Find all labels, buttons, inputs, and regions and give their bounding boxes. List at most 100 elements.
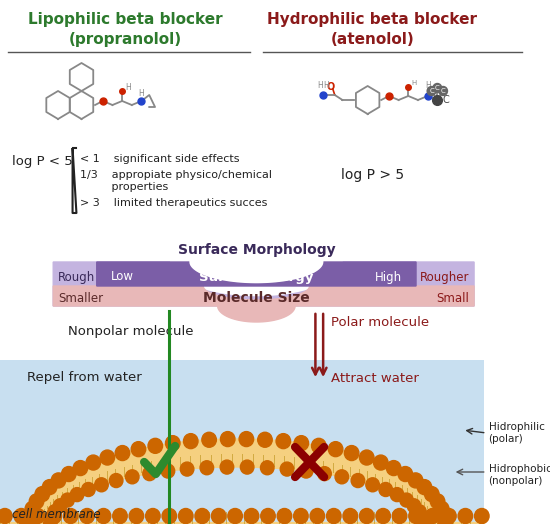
Circle shape <box>22 517 36 524</box>
Circle shape <box>328 442 343 456</box>
Circle shape <box>96 508 111 523</box>
Circle shape <box>434 501 449 516</box>
Circle shape <box>240 460 254 474</box>
Circle shape <box>129 508 144 523</box>
Circle shape <box>311 439 326 453</box>
Circle shape <box>261 461 274 475</box>
Circle shape <box>379 483 393 497</box>
Text: Molecule Size: Molecule Size <box>203 291 310 305</box>
Text: < 1    significant side effects: < 1 significant side effects <box>80 154 240 164</box>
Circle shape <box>30 508 45 523</box>
Circle shape <box>162 508 177 523</box>
Circle shape <box>221 432 235 446</box>
Circle shape <box>351 474 365 487</box>
Circle shape <box>437 509 452 524</box>
Bar <box>0 360 484 524</box>
Text: Surface Morphology: Surface Morphology <box>178 243 335 257</box>
Text: log P < 5: log P < 5 <box>12 156 73 169</box>
Circle shape <box>81 483 95 497</box>
Circle shape <box>161 464 175 478</box>
Circle shape <box>376 508 390 523</box>
Circle shape <box>125 470 139 484</box>
Circle shape <box>45 511 58 524</box>
Text: H: H <box>411 80 416 86</box>
Circle shape <box>310 508 324 523</box>
Circle shape <box>430 494 445 509</box>
Circle shape <box>184 434 198 449</box>
Circle shape <box>70 488 84 501</box>
Polygon shape <box>53 262 474 306</box>
Text: H: H <box>323 81 329 90</box>
Text: cell membrane: cell membrane <box>12 508 100 520</box>
Circle shape <box>239 432 254 446</box>
Circle shape <box>427 86 436 95</box>
Circle shape <box>327 508 341 523</box>
Polygon shape <box>97 262 416 286</box>
Text: Rougher: Rougher <box>420 270 469 283</box>
Circle shape <box>62 466 76 482</box>
Circle shape <box>48 505 62 519</box>
Circle shape <box>115 445 130 461</box>
Circle shape <box>143 467 156 481</box>
Circle shape <box>131 442 146 456</box>
Circle shape <box>425 508 440 523</box>
Circle shape <box>42 479 57 495</box>
Circle shape <box>86 455 101 470</box>
Polygon shape <box>218 306 295 322</box>
Circle shape <box>390 488 404 501</box>
Circle shape <box>146 508 160 523</box>
Circle shape <box>166 435 180 451</box>
Text: > 3    limited therapeutics succes: > 3 limited therapeutics succes <box>80 198 268 208</box>
Circle shape <box>109 474 123 487</box>
Text: Hidrophilic
(polar): Hidrophilic (polar) <box>488 422 544 444</box>
Circle shape <box>73 461 87 476</box>
Text: H: H <box>139 89 144 97</box>
Circle shape <box>407 499 421 513</box>
Circle shape <box>387 461 401 476</box>
Text: C: C <box>442 95 449 105</box>
Circle shape <box>29 494 44 509</box>
Circle shape <box>360 450 374 465</box>
Circle shape <box>47 508 62 523</box>
Circle shape <box>343 508 358 523</box>
Circle shape <box>294 508 308 523</box>
Circle shape <box>360 508 374 523</box>
Circle shape <box>195 508 210 523</box>
Text: Nonpolar molecule: Nonpolar molecule <box>68 324 193 337</box>
Circle shape <box>95 478 108 492</box>
Circle shape <box>180 462 194 476</box>
Circle shape <box>61 493 74 507</box>
Circle shape <box>442 508 456 523</box>
Circle shape <box>202 432 216 447</box>
Circle shape <box>220 460 234 474</box>
Circle shape <box>416 511 430 524</box>
Circle shape <box>299 464 313 478</box>
Circle shape <box>200 461 213 475</box>
Circle shape <box>458 508 472 523</box>
Circle shape <box>261 508 275 523</box>
Circle shape <box>258 432 272 447</box>
Text: Smaller: Smaller <box>58 291 103 304</box>
Circle shape <box>417 517 431 524</box>
Text: Attract water: Attract water <box>331 372 419 385</box>
Circle shape <box>366 478 379 492</box>
Circle shape <box>148 439 163 453</box>
Circle shape <box>433 83 442 93</box>
Circle shape <box>425 487 439 501</box>
Polygon shape <box>29 439 445 524</box>
Text: O: O <box>327 82 335 92</box>
Circle shape <box>344 445 359 461</box>
Circle shape <box>438 517 452 524</box>
Circle shape <box>179 508 193 523</box>
Circle shape <box>294 435 309 451</box>
Circle shape <box>80 508 95 523</box>
Text: Hydrophilic beta blocker
(atenolol): Hydrophilic beta blocker (atenolol) <box>267 12 477 47</box>
Text: Small: Small <box>436 291 469 304</box>
Circle shape <box>412 505 426 519</box>
Text: H: H <box>425 81 431 90</box>
Circle shape <box>417 479 432 495</box>
Circle shape <box>43 517 57 524</box>
Circle shape <box>63 508 78 523</box>
Circle shape <box>409 508 424 523</box>
Circle shape <box>398 466 412 482</box>
